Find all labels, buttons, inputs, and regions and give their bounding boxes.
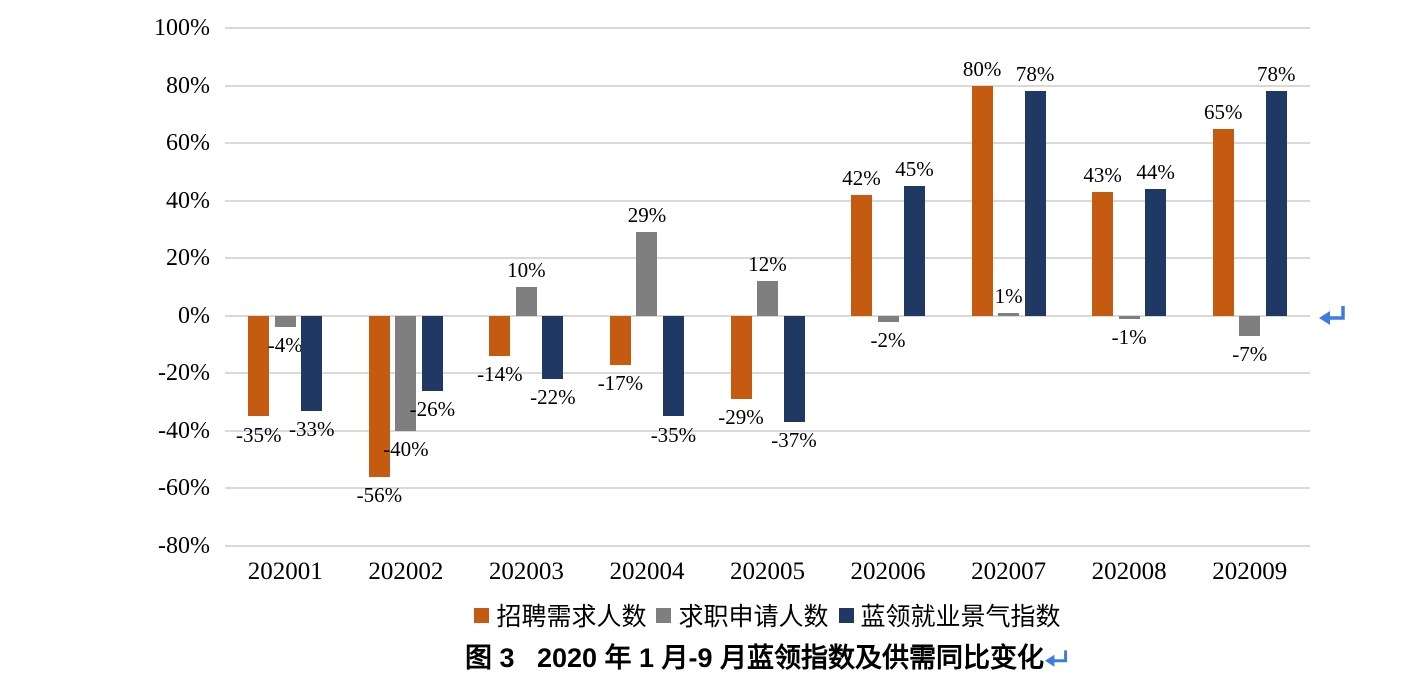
bar-value-label: 12% (748, 252, 787, 277)
figure-caption-text: 图 3 2020 年 1 月-9 月蓝领指数及供需同比变化 (464, 643, 1045, 673)
bar (851, 194, 873, 316)
y-axis-tick-label: -20% (158, 360, 210, 387)
x-axis-tick-label: 202004 (609, 558, 685, 585)
gridline (225, 487, 1310, 490)
gridline (225, 429, 1310, 432)
bar (1265, 91, 1287, 316)
bar (248, 315, 270, 417)
gridline (225, 142, 1310, 145)
bar-value-label: 10% (507, 258, 546, 282)
bar-value-label: 1% (994, 283, 1023, 308)
bar-value-label: 78% (1015, 62, 1055, 87)
bar-value-label: -14% (477, 362, 523, 387)
gridline (225, 257, 1310, 260)
bar-value-label: -29% (718, 405, 764, 430)
bar (662, 315, 684, 417)
bar-value-label: 42% (842, 165, 881, 190)
gridline (225, 372, 1310, 375)
bar-value-label: 80% (962, 56, 1002, 81)
gridline (225, 199, 1310, 202)
bar (1024, 91, 1046, 316)
y-axis-tick-label: 40% (166, 187, 210, 214)
x-axis-tick-label: 202001 (247, 558, 323, 585)
bar (368, 315, 390, 477)
bar-value-label: -40% (383, 436, 429, 461)
bar-value-label: -26% (409, 396, 456, 421)
bar-value-label: 29% (627, 203, 667, 228)
bar-value-label: 65% (1203, 99, 1243, 124)
legend-item: 蓝领就业景气指数 (838, 597, 1061, 633)
bar-value-label: -1% (1111, 324, 1147, 349)
y-axis-tick-label: -40% (158, 417, 210, 444)
bar-value-label: 44% (1136, 160, 1175, 185)
legend-marker-icon (656, 607, 672, 623)
bar-value-label: -4% (267, 333, 303, 358)
figure-caption: 图 3 2020 年 1 月-9 月蓝领指数及供需同比变化 (225, 636, 1310, 675)
legend-label: 招聘需求人数 (496, 604, 647, 631)
bar (489, 315, 511, 357)
bar (274, 315, 296, 328)
bar (1092, 192, 1114, 316)
bar-value-label: -22% (530, 385, 576, 410)
x-axis-tick-label: 202007 (971, 558, 1047, 585)
bar (609, 315, 631, 365)
bar (998, 312, 1020, 316)
bar (395, 315, 417, 431)
legend-item: 招聘需求人数 (474, 597, 646, 633)
x-axis-tick-label: 202003 (488, 558, 564, 585)
y-axis-tick-label: -80% (158, 533, 210, 559)
paragraph-mark-icon (1318, 302, 1348, 331)
y-axis-tick-label: 0% (178, 302, 210, 329)
bar (904, 186, 926, 316)
bar-value-label: -35% (650, 422, 697, 447)
bar-value-label: -35% (236, 422, 282, 447)
bar (730, 315, 752, 400)
bar (783, 315, 805, 423)
y-axis-tick-label: 60% (166, 130, 210, 157)
x-axis-tick-label: 202005 (730, 558, 805, 585)
bar (301, 315, 323, 411)
legend-label: 求职申请人数 (678, 604, 829, 631)
bar-value-label: -33% (289, 416, 335, 441)
y-axis-tick-label: 80% (166, 72, 210, 99)
bar (971, 85, 993, 316)
bar-value-label: -7% (1232, 341, 1268, 366)
bar (542, 315, 564, 380)
bar (1212, 128, 1234, 316)
y-axis-tick-label: 100% (154, 15, 210, 41)
gridline (225, 27, 1310, 29)
bar (1118, 315, 1140, 319)
legend-label: 蓝领就业景气指数 (860, 604, 1061, 631)
legend-marker-icon (838, 607, 854, 623)
bar (1145, 189, 1167, 316)
x-axis-tick-label: 202009 (1212, 558, 1288, 585)
x-axis-tick-label: 202008 (1091, 558, 1167, 585)
legend-item: 求职申请人数 (656, 597, 829, 633)
gridline (225, 545, 1310, 547)
bar (1239, 315, 1261, 336)
bar-value-label: -56% (356, 482, 403, 507)
bar-value-label: 78% (1256, 62, 1296, 87)
bar-value-label: -2% (870, 327, 906, 352)
bar (515, 287, 537, 316)
bar-value-label: 45% (895, 157, 934, 182)
bar (877, 315, 899, 322)
bar-value-label: 43% (1083, 163, 1122, 188)
legend-marker-icon (474, 607, 490, 623)
gridline (225, 314, 1310, 317)
paragraph-mark-icon (1045, 650, 1068, 667)
gridline (225, 84, 1310, 87)
bar (757, 281, 778, 316)
bar (636, 232, 658, 316)
bar-value-label: -17% (597, 370, 644, 395)
chart-legend: 招聘需求人数 求职申请人数 蓝领就业景气指数 (225, 597, 1310, 633)
bar-value-label: -37% (771, 428, 817, 453)
x-axis-tick-label: 202006 (850, 558, 926, 585)
y-axis-tick-label: 20% (166, 245, 210, 272)
bar (421, 315, 443, 391)
x-axis-tick-label: 202002 (368, 558, 444, 585)
y-axis-tick-label: -60% (158, 475, 210, 502)
